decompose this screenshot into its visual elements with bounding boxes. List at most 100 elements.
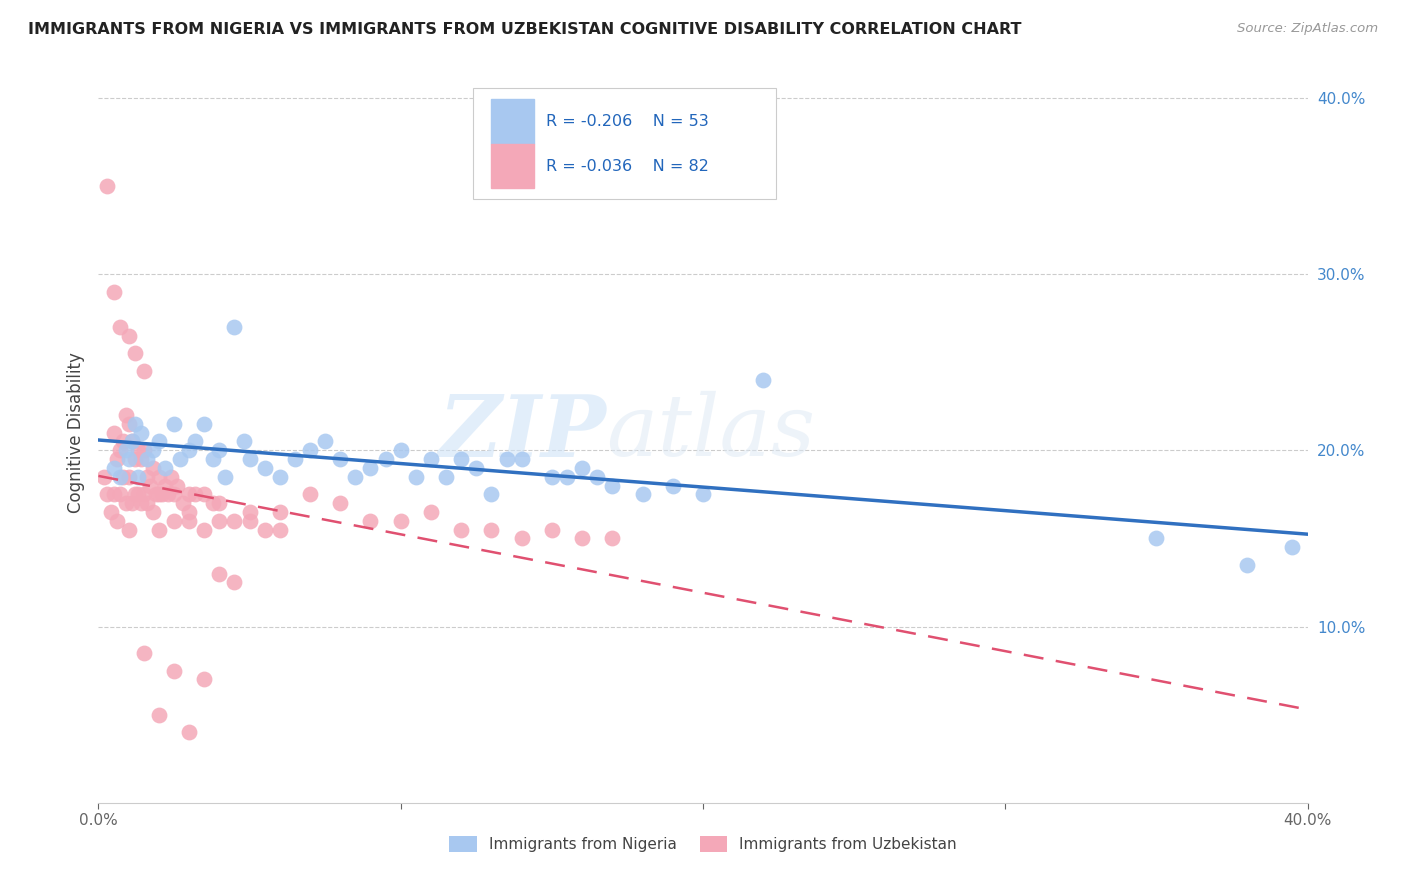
Point xyxy=(100,505,122,519)
Point xyxy=(156,487,179,501)
Point xyxy=(129,496,152,510)
Point xyxy=(420,452,443,467)
Text: R = -0.206    N = 53: R = -0.206 N = 53 xyxy=(546,114,709,129)
Point xyxy=(239,505,262,519)
Point xyxy=(132,364,155,378)
Point xyxy=(118,452,141,467)
Point xyxy=(269,523,291,537)
Point xyxy=(586,469,609,483)
Point xyxy=(202,496,225,510)
Point xyxy=(269,505,291,519)
Point xyxy=(132,443,155,458)
Point xyxy=(124,417,146,431)
Point xyxy=(111,469,134,483)
Point xyxy=(132,487,155,501)
Point xyxy=(129,452,152,467)
Text: Source: ZipAtlas.com: Source: ZipAtlas.com xyxy=(1237,22,1378,36)
Point xyxy=(132,646,155,660)
Point xyxy=(124,452,146,467)
Point xyxy=(124,487,146,501)
Point xyxy=(93,469,115,483)
Point xyxy=(179,725,201,739)
Text: R = -0.036    N = 82: R = -0.036 N = 82 xyxy=(546,159,709,174)
Point xyxy=(108,319,131,334)
Point xyxy=(166,478,188,492)
Point xyxy=(374,452,396,467)
Point xyxy=(481,487,503,501)
Point xyxy=(118,523,141,537)
Point xyxy=(150,487,173,501)
Point xyxy=(224,575,246,590)
Point xyxy=(148,523,170,537)
Y-axis label: Cognitive Disability: Cognitive Disability xyxy=(66,352,84,513)
Point xyxy=(602,478,624,492)
Point xyxy=(389,443,412,458)
Point xyxy=(135,496,157,510)
Point xyxy=(495,452,517,467)
Point xyxy=(108,469,131,483)
Point xyxy=(465,461,488,475)
Point xyxy=(193,487,215,501)
Point xyxy=(148,469,170,483)
Point xyxy=(344,469,367,483)
Legend: Immigrants from Nigeria, Immigrants from Uzbekistan: Immigrants from Nigeria, Immigrants from… xyxy=(443,830,963,858)
Point xyxy=(179,505,201,519)
Point xyxy=(142,461,165,475)
Point xyxy=(184,487,207,501)
Point xyxy=(121,434,143,449)
Point xyxy=(103,487,125,501)
Bar xyxy=(492,144,534,188)
Point xyxy=(389,514,412,528)
Point xyxy=(1144,532,1167,546)
Point xyxy=(145,487,167,501)
Point xyxy=(148,707,170,722)
Point xyxy=(184,434,207,449)
Point xyxy=(153,461,176,475)
Point xyxy=(96,487,118,501)
Point xyxy=(153,478,176,492)
Point xyxy=(135,469,157,483)
Point xyxy=(124,346,146,360)
Point xyxy=(299,487,322,501)
Point xyxy=(127,487,149,501)
Point xyxy=(172,496,194,510)
Point xyxy=(208,496,231,510)
Point xyxy=(214,469,236,483)
Point xyxy=(571,461,593,475)
Point xyxy=(253,461,276,475)
Point xyxy=(114,496,136,510)
Point xyxy=(571,532,593,546)
Point xyxy=(114,408,136,422)
Text: IMMIGRANTS FROM NIGERIA VS IMMIGRANTS FROM UZBEKISTAN COGNITIVE DISABILITY CORRE: IMMIGRANTS FROM NIGERIA VS IMMIGRANTS FR… xyxy=(28,22,1022,37)
Point xyxy=(239,452,262,467)
Point xyxy=(602,532,624,546)
Point xyxy=(434,469,457,483)
Point xyxy=(631,487,654,501)
Point xyxy=(111,434,134,449)
Point xyxy=(224,514,246,528)
Point xyxy=(1281,540,1303,554)
Point xyxy=(127,469,149,483)
Point xyxy=(103,425,125,440)
Point xyxy=(450,452,472,467)
Point xyxy=(208,514,231,528)
Point xyxy=(163,417,186,431)
Point xyxy=(284,452,307,467)
Point xyxy=(360,461,382,475)
Point xyxy=(1236,558,1258,572)
Point xyxy=(193,417,215,431)
Point xyxy=(108,487,131,501)
Point xyxy=(692,487,714,501)
Point xyxy=(224,319,246,334)
Point xyxy=(329,496,352,510)
Point xyxy=(135,452,157,467)
Point xyxy=(139,478,162,492)
Point xyxy=(105,452,128,467)
Point xyxy=(179,443,201,458)
Point xyxy=(142,443,165,458)
Point xyxy=(160,469,183,483)
Point xyxy=(163,514,186,528)
Point xyxy=(103,461,125,475)
Point xyxy=(163,664,186,678)
Point xyxy=(148,434,170,449)
